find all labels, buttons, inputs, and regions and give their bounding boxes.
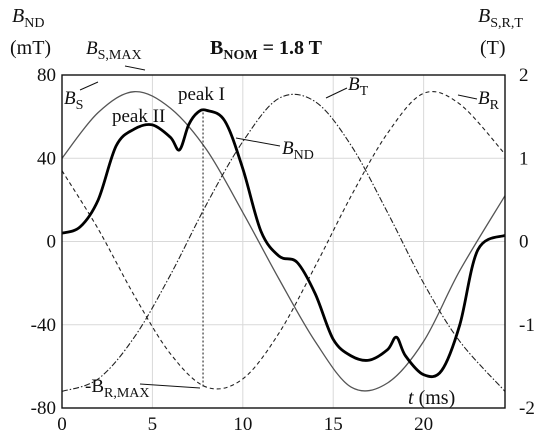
leader-bs-max	[124, 65, 146, 71]
y-left-unit: (mT)	[10, 37, 51, 59]
y-left-tick-label-3: -40	[31, 315, 56, 336]
leader-bnd	[235, 137, 281, 147]
series-line-b-t	[61, 90, 506, 390]
x-tick-label-2: 10	[233, 414, 252, 435]
leader-bs	[79, 81, 99, 91]
chart-title: BNOM = 1.8 T	[210, 37, 323, 63]
plot-frame	[61, 74, 506, 409]
series-line-b-s	[61, 91, 506, 392]
y-left-label: BND	[12, 5, 44, 31]
y-left-tick-label-2: 0	[47, 232, 57, 253]
annotation-bt: BT	[348, 74, 369, 99]
annotation-bs-max: BS,MAX	[86, 38, 142, 63]
x-tick-label-3: 15	[324, 414, 343, 435]
grid	[62, 75, 505, 408]
y-left-tick-label-1: 40	[37, 148, 56, 169]
series-line-b-nd	[61, 108, 506, 379]
x-axis-label: t (ms)	[408, 387, 455, 409]
series-group	[61, 90, 506, 392]
series-line-b-r	[61, 93, 506, 392]
annotation-br: BR	[478, 88, 500, 113]
annotation-peak-2: peak II	[112, 106, 165, 127]
annotation-bs: BS	[64, 88, 83, 113]
annotation-peak-1: peak I	[178, 84, 225, 105]
y-right-tick-label-1: 1	[519, 148, 529, 169]
y-right-tick-label-2: 0	[519, 232, 529, 253]
x-tick-label-4: 20	[414, 414, 433, 435]
annotation-bnd: BND	[282, 138, 314, 163]
y-right-label: BS,R,T	[478, 5, 523, 31]
y-right-tick-label-4: -2	[519, 398, 535, 419]
leader-br-max	[139, 383, 201, 389]
x-tick-label-1: 5	[148, 414, 158, 435]
annotation-br-max: -BR,MAX	[85, 376, 150, 401]
y-left-tick-label-0: 80	[37, 65, 56, 86]
x-tick-label-0: 0	[57, 414, 67, 435]
y-right-unit: (T)	[480, 37, 506, 59]
y-left-tick-label-4: -80	[31, 398, 56, 419]
y-right-tick-label-0: 2	[519, 65, 529, 86]
y-right-tick-label-3: -1	[519, 315, 535, 336]
leader-bt	[325, 87, 348, 99]
leader-br	[457, 94, 478, 100]
